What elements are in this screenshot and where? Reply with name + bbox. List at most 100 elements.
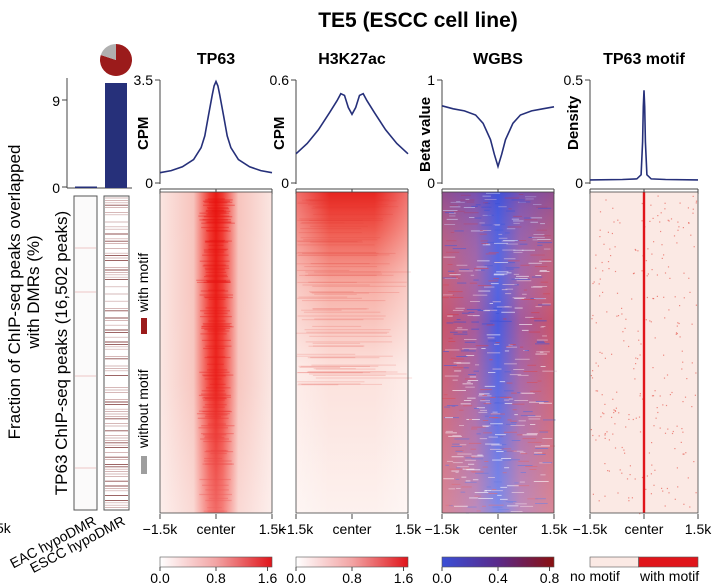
heatmap-row	[312, 285, 407, 287]
motif-dot	[634, 248, 636, 251]
motif-dot	[692, 195, 694, 197]
motif-dot	[596, 390, 599, 392]
motif-dot	[595, 254, 597, 256]
heatmap-row	[298, 232, 362, 234]
motif-dot	[593, 281, 595, 283]
heatmap-row	[305, 274, 394, 276]
heatmap-row	[306, 331, 390, 333]
profile-line	[295, 92, 409, 155]
motif-dot	[616, 391, 618, 393]
motif-dot	[625, 426, 627, 428]
eac-track-lines	[75, 247, 96, 469]
motif-dot	[671, 432, 674, 435]
motif-dot	[646, 296, 648, 299]
motif-dot	[604, 403, 606, 405]
heatmap-frame	[159, 191, 273, 514]
motif-dot	[603, 413, 605, 415]
heatmap-row	[296, 355, 393, 357]
motif-dot	[674, 448, 676, 450]
heatmap-row	[310, 241, 363, 243]
heatmap-row	[297, 297, 362, 299]
heatmap-frame	[441, 191, 555, 514]
motif-dot	[633, 272, 635, 274]
motif-dot	[655, 417, 657, 419]
motif-dot	[590, 375, 592, 377]
motif-dot	[639, 513, 641, 515]
bar-ytick-bottom: 0	[52, 180, 60, 196]
motif-dot	[663, 296, 665, 298]
motif-dot	[682, 227, 684, 229]
heatmap-row	[304, 266, 378, 268]
scale-no-motif	[589, 556, 639, 568]
motif-dot	[668, 220, 670, 222]
heatmap-row	[298, 383, 361, 385]
profile-line	[441, 105, 555, 170]
heatmap-row	[312, 342, 361, 344]
heatmap-row	[310, 225, 368, 227]
motif-dot	[649, 220, 651, 222]
heatmap-row	[308, 273, 383, 275]
heatmap-row	[297, 384, 339, 386]
motif-dot	[624, 327, 626, 329]
scale-with-motif	[638, 556, 699, 568]
heatmap-row	[299, 274, 377, 276]
motif-dot	[608, 439, 610, 441]
ytick-label-bottom: 0	[281, 175, 289, 191]
motif-dot	[634, 478, 636, 480]
motif-dot	[675, 333, 677, 335]
motif-dot	[621, 313, 623, 315]
heatmap-row	[297, 381, 365, 383]
panel-title: H3K27ac	[318, 51, 386, 68]
motif-dot	[621, 307, 623, 309]
motif-dot	[669, 394, 671, 396]
heatmap-row	[297, 269, 350, 271]
motif-dot	[651, 442, 653, 444]
heatmap-row	[297, 315, 386, 317]
motif-dot	[619, 222, 621, 224]
motif-dot	[651, 269, 653, 271]
motif-dot	[661, 487, 663, 489]
motif-dot	[617, 315, 620, 317]
motif-dot	[663, 254, 665, 256]
motif-dot	[598, 435, 600, 437]
ytick-label-top: 0.6	[270, 72, 290, 88]
motif-dot	[604, 434, 606, 436]
heatmap-row	[312, 325, 362, 327]
motif-dot	[609, 248, 611, 250]
motif-dot	[695, 202, 697, 204]
xtick-label-left: −1.5k	[279, 521, 315, 537]
motif-dot	[663, 354, 665, 356]
heatmap-row	[302, 284, 370, 286]
motif-dot	[651, 464, 653, 466]
panel-3: WGBS 1 0 Beta value −1.5k center 1.5k 0.0 0.4 0.8	[417, 51, 568, 584]
motif-dot	[691, 323, 693, 325]
motif-dot	[682, 401, 684, 403]
profile-line	[589, 90, 699, 181]
heatmap-row	[310, 357, 356, 359]
heatmap-row	[296, 240, 363, 242]
motif-dot	[666, 487, 668, 490]
heatmap-row	[307, 357, 380, 359]
motif-dot	[660, 212, 662, 214]
motif-dot	[646, 475, 648, 477]
motif-dot	[659, 221, 661, 223]
heatmap-row	[310, 292, 400, 293]
motif-dot	[612, 207, 614, 209]
bar-panel: 9 0	[52, 44, 132, 196]
xtick-label-center: center	[625, 521, 664, 537]
heatmap-row	[314, 293, 357, 295]
motif-dot	[659, 427, 661, 429]
motif-dot	[639, 354, 641, 356]
motif-dot	[595, 322, 597, 324]
xtick-label-left: −1.5k	[425, 521, 461, 537]
heatmap-row	[309, 200, 359, 202]
scale-tick-label: 0.8	[540, 570, 560, 584]
xtick-label-center: center	[333, 521, 372, 537]
heatmap-row	[306, 371, 398, 373]
motif-dot	[595, 390, 597, 392]
y-axis-label: Fraction of ChIP-seq peaks overlapped wi…	[5, 145, 43, 440]
heatmap-row	[300, 222, 364, 224]
heatmap-row	[315, 377, 413, 379]
heatmap-fade	[442, 192, 554, 513]
